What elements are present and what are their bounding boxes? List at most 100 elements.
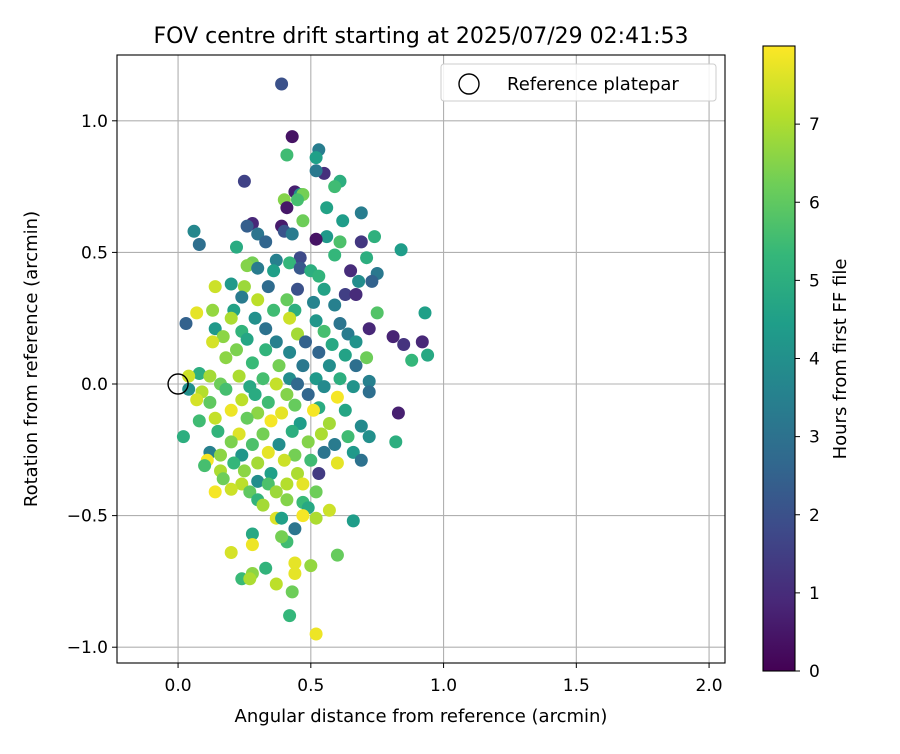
data-point <box>291 327 304 341</box>
data-point <box>269 335 283 349</box>
data-point <box>251 406 265 420</box>
x-tick-label: 0.5 <box>297 676 324 696</box>
data-point <box>224 546 238 559</box>
data-point <box>309 232 323 246</box>
data-point <box>362 430 376 444</box>
colorbar-ticks: 0 1 2 3 4 5 6 7 <box>795 115 820 682</box>
colorbar-tick-label: 2 <box>809 506 820 526</box>
data-point <box>291 377 304 391</box>
data-point <box>346 514 360 528</box>
data-point <box>304 453 318 467</box>
data-point <box>248 388 262 401</box>
data-point <box>304 559 318 573</box>
data-point <box>208 280 222 294</box>
data-point <box>299 335 312 349</box>
data-point <box>296 359 310 373</box>
colorbar-tick-label: 6 <box>809 193 820 213</box>
data-point <box>272 359 286 373</box>
data-point <box>206 335 220 349</box>
data-point <box>237 174 251 188</box>
data-point <box>354 206 368 220</box>
data-point <box>333 372 347 386</box>
data-point <box>349 359 363 373</box>
data-point <box>208 322 222 336</box>
data-point <box>224 277 238 291</box>
data-point <box>314 427 328 441</box>
x-tick-label: 1.5 <box>563 676 590 696</box>
data-point <box>328 180 342 194</box>
data-point <box>235 290 249 304</box>
data-point <box>328 298 342 312</box>
data-point <box>280 293 294 307</box>
data-point <box>309 314 323 328</box>
data-point <box>368 230 381 244</box>
y-tick-label: 1.0 <box>81 112 108 132</box>
data-point <box>346 445 360 459</box>
data-point <box>291 193 304 207</box>
data-point <box>275 530 289 544</box>
data-point <box>309 511 323 525</box>
y-tick-label: −1.0 <box>67 638 108 658</box>
legend-reference-marker <box>458 73 480 95</box>
data-point <box>288 398 302 412</box>
data-point <box>285 130 299 144</box>
data-point <box>389 435 403 449</box>
data-point <box>291 282 304 296</box>
y-axis-label: Rotation from reference (arcmin) <box>21 211 42 507</box>
data-point <box>251 227 265 241</box>
data-point <box>320 230 334 244</box>
data-point <box>312 269 326 283</box>
data-point <box>232 427 246 441</box>
data-point <box>224 435 238 449</box>
data-point <box>267 303 281 317</box>
data-point <box>256 427 270 441</box>
data-point <box>312 345 326 359</box>
data-point <box>214 448 227 462</box>
data-point <box>198 459 212 473</box>
data-point <box>322 503 336 517</box>
data-point <box>293 261 307 275</box>
y-tick-label: 0.0 <box>81 375 108 395</box>
data-point <box>235 477 249 491</box>
data-point <box>341 430 355 444</box>
data-point <box>176 430 190 444</box>
data-point <box>296 214 310 228</box>
data-point <box>309 372 323 386</box>
data-point <box>230 240 243 254</box>
data-point <box>259 322 273 336</box>
reference-platepar-marker <box>167 373 189 395</box>
data-point <box>362 322 376 336</box>
data-point <box>224 403 238 417</box>
data-point <box>360 251 374 265</box>
data-point <box>243 572 257 586</box>
data-point <box>309 164 323 178</box>
data-point <box>293 251 307 265</box>
data-point <box>208 411 222 425</box>
colorbar-tick-label: 3 <box>809 428 820 448</box>
data-point <box>354 235 368 249</box>
colorbar-label: Hours from first FF file <box>830 259 851 460</box>
data-point <box>203 395 217 409</box>
data-point <box>219 351 233 365</box>
data-point <box>330 390 344 404</box>
data-point <box>224 482 238 496</box>
data-point <box>264 414 278 428</box>
data-point <box>240 411 254 425</box>
data-point <box>280 201 294 215</box>
data-point <box>349 288 363 301</box>
data-point <box>179 317 193 330</box>
y-axis-ticks: −1.0 −0.5 0.0 0.5 1.0 <box>67 112 117 658</box>
data-point <box>307 295 320 309</box>
data-point <box>192 367 206 380</box>
data-point <box>338 403 352 417</box>
legend: Reference platepar <box>440 63 717 102</box>
data-point <box>216 472 230 486</box>
data-point <box>245 538 259 552</box>
data-point <box>346 380 360 394</box>
y-tick-label: 0.5 <box>81 243 108 263</box>
data-point <box>283 609 297 623</box>
data-point <box>293 417 307 430</box>
data-point <box>280 148 294 162</box>
data-point <box>251 474 265 488</box>
